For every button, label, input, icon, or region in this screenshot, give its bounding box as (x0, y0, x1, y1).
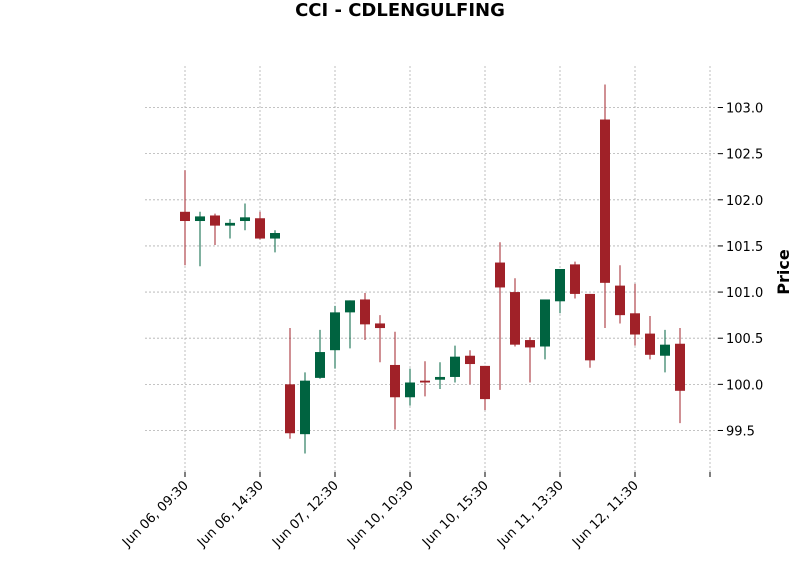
candle-body-down (420, 380, 430, 383)
grid-lines (145, 66, 718, 472)
x-tick-label: Jun 10, 15:30 (419, 478, 492, 551)
y-tick-label: 101.0 (726, 286, 763, 301)
y-tick-label: 103.0 (726, 102, 763, 117)
candle-body-down (480, 365, 490, 400)
chart-title: CCI - CDLENGULFING (295, 0, 505, 21)
candle-body-up (225, 222, 235, 226)
y-tick-label: 100.0 (726, 378, 763, 393)
candle-body-down (645, 333, 655, 355)
candle-body-up (450, 356, 460, 377)
candle-body-up (330, 312, 340, 351)
candle-body-up (405, 382, 415, 398)
candle-body-up (540, 299, 550, 347)
candle-body-up (195, 216, 205, 222)
tick-labels: 99.5 100.0 100.5 101.0 101.5 102.0 102.5 103.0 J… (119, 102, 763, 551)
candles (180, 84, 685, 454)
candle-body-down (285, 384, 295, 434)
x-tick-label: Jun 07, 12:30 (269, 478, 342, 551)
x-tick-label: Jun 11, 13:30 (494, 478, 567, 551)
x-tick-label: Jun 06, 14:30 (194, 478, 267, 551)
y-tick-label: 101.5 (726, 240, 763, 255)
candle-body-up (555, 269, 565, 302)
candle-body-down (630, 313, 640, 335)
x-tick-label: Jun 10, 10:30 (344, 478, 417, 551)
candle-body-down (525, 340, 535, 348)
candle-body-up (660, 344, 670, 356)
y-tick-label: 100.5 (726, 332, 763, 347)
y-tick-label: 102.0 (726, 194, 763, 209)
candle-body-up (435, 376, 445, 380)
candle-body-up (315, 352, 325, 378)
x-tick-label: Jun 12, 11:30 (569, 478, 642, 551)
y-axis-label: Price (774, 249, 793, 295)
candle-body-down (495, 262, 505, 288)
candle-body-up (300, 380, 310, 435)
candle-body-down (210, 215, 220, 226)
candle-body-up (345, 300, 355, 313)
candle-body-down (570, 264, 580, 294)
candle-body-down (360, 299, 370, 325)
candle-body-down (180, 211, 190, 222)
candle-body-down (675, 343, 685, 391)
y-tick-label: 99.5 (726, 424, 755, 439)
candle-body-down (255, 218, 265, 239)
y-tick-label: 102.5 (726, 148, 763, 163)
candle-body-up (240, 217, 250, 222)
candle-body-down (375, 323, 385, 329)
axes (184, 107, 723, 477)
candle-body-down (390, 364, 400, 398)
candle-body-down (465, 355, 475, 365)
candle-body-down (615, 285, 625, 316)
x-tick-label: Jun 06, 09:30 (119, 478, 192, 551)
candle-body-down (510, 292, 520, 345)
candle-body-down (585, 293, 595, 361)
candle-body-down (600, 119, 610, 283)
candle-body-up (270, 233, 280, 239)
